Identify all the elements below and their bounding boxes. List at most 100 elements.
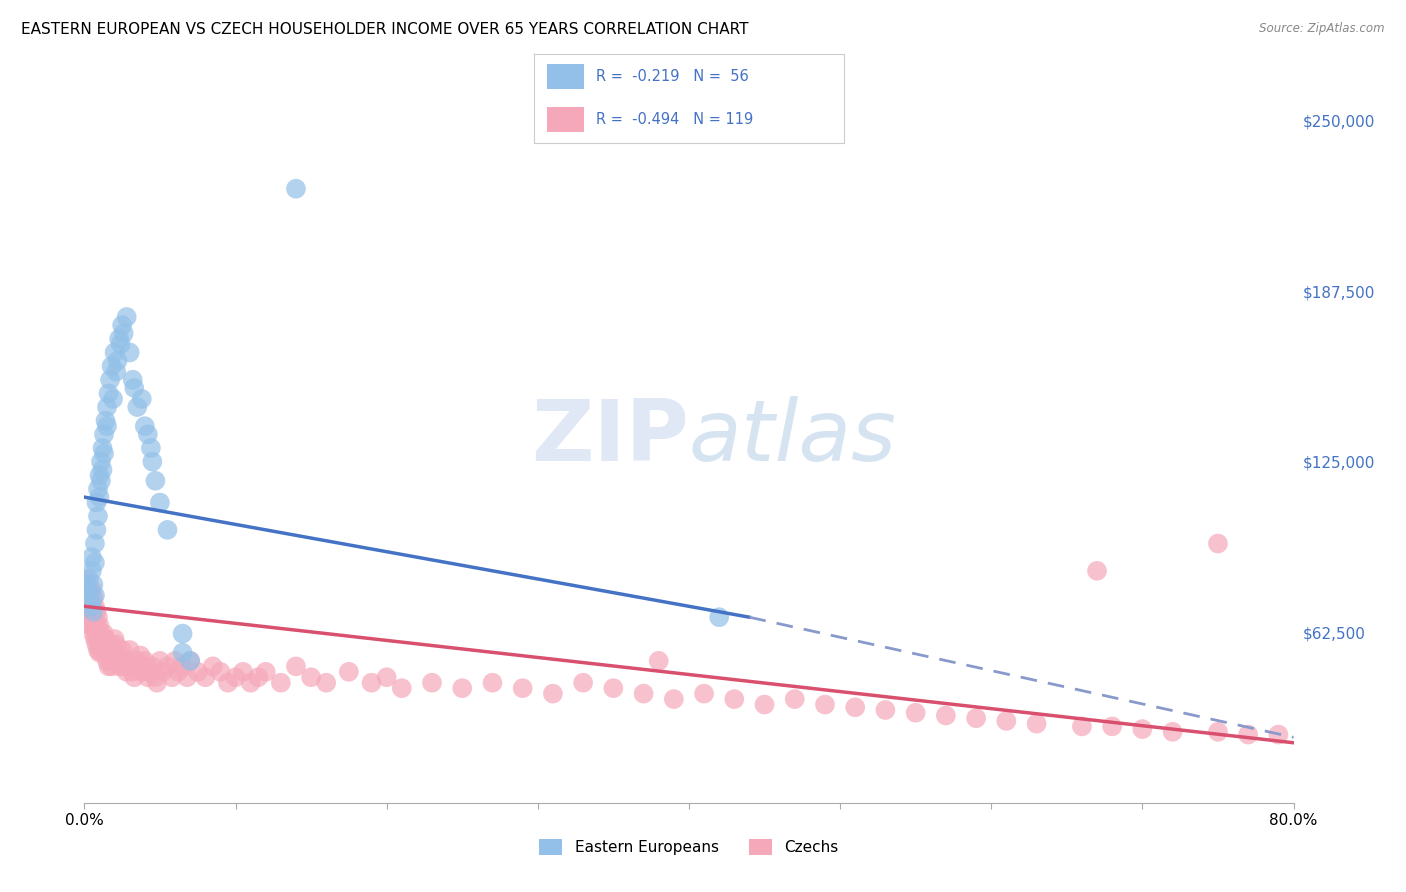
Point xyxy=(89,632,111,646)
Point xyxy=(121,373,143,387)
Point xyxy=(131,392,153,406)
Point xyxy=(77,572,100,586)
Point xyxy=(693,687,716,701)
Point xyxy=(1206,536,1229,550)
Point xyxy=(1025,716,1047,731)
Point xyxy=(96,419,118,434)
Point xyxy=(86,638,108,652)
Text: EASTERN EUROPEAN VS CZECH HOUSEHOLDER INCOME OVER 65 YEARS CORRELATION CHART: EASTERN EUROPEAN VS CZECH HOUSEHOLDER IN… xyxy=(21,22,748,37)
Point xyxy=(141,455,163,469)
Point xyxy=(541,687,564,701)
Point xyxy=(97,659,120,673)
Point xyxy=(270,675,292,690)
Point xyxy=(375,670,398,684)
Point xyxy=(105,365,128,379)
Point xyxy=(84,599,107,614)
Point xyxy=(602,681,624,695)
Point xyxy=(139,441,162,455)
Text: ZIP: ZIP xyxy=(531,395,689,479)
Point xyxy=(225,670,247,684)
Point xyxy=(512,681,534,695)
Point xyxy=(79,618,101,632)
Point xyxy=(84,632,107,646)
Point xyxy=(904,706,927,720)
Point xyxy=(165,654,187,668)
Point xyxy=(239,675,262,690)
Point xyxy=(75,582,97,597)
Point xyxy=(82,591,104,606)
Point xyxy=(209,665,232,679)
Point xyxy=(90,455,112,469)
Point xyxy=(80,564,103,578)
Point xyxy=(93,643,115,657)
Point xyxy=(111,318,134,333)
Point xyxy=(87,643,110,657)
Point xyxy=(89,618,111,632)
Point xyxy=(76,599,98,614)
Point xyxy=(80,618,103,632)
Point xyxy=(82,610,104,624)
Point xyxy=(84,588,107,602)
FancyBboxPatch shape xyxy=(547,64,583,89)
Point xyxy=(131,665,153,679)
Point xyxy=(107,353,129,368)
Point xyxy=(114,654,136,668)
Point xyxy=(167,665,190,679)
Point xyxy=(337,665,360,679)
Point xyxy=(96,400,118,414)
Point xyxy=(723,692,745,706)
Point xyxy=(91,632,114,646)
Point xyxy=(79,605,101,619)
Point xyxy=(149,654,172,668)
Point xyxy=(115,310,138,324)
Point xyxy=(844,700,866,714)
Point xyxy=(1206,724,1229,739)
Point xyxy=(451,681,474,695)
Point xyxy=(104,345,127,359)
Point xyxy=(995,714,1018,728)
Point xyxy=(94,414,117,428)
Point xyxy=(247,670,270,684)
Point xyxy=(217,675,239,690)
Point xyxy=(285,182,308,196)
Point xyxy=(420,675,443,690)
Point xyxy=(96,654,118,668)
Point xyxy=(709,610,731,624)
Point xyxy=(110,337,132,351)
Point xyxy=(80,582,103,597)
Point xyxy=(111,643,134,657)
Legend: Eastern Europeans, Czechs: Eastern Europeans, Czechs xyxy=(533,833,845,861)
Point xyxy=(93,626,115,640)
Point xyxy=(1085,564,1108,578)
Point xyxy=(79,588,101,602)
Point xyxy=(172,626,194,640)
Point xyxy=(118,345,141,359)
Point xyxy=(90,474,112,488)
Point xyxy=(127,400,149,414)
Point xyxy=(146,675,169,690)
Point xyxy=(176,670,198,684)
Point xyxy=(89,468,111,483)
Point xyxy=(97,386,120,401)
Point xyxy=(141,659,163,673)
Point xyxy=(86,605,108,619)
Point xyxy=(91,441,114,455)
Point xyxy=(84,618,107,632)
Point xyxy=(149,495,172,509)
Point xyxy=(875,703,897,717)
Text: Source: ZipAtlas.com: Source: ZipAtlas.com xyxy=(1260,22,1385,36)
Point xyxy=(572,675,595,690)
Point xyxy=(648,654,671,668)
Point xyxy=(90,626,112,640)
Point xyxy=(118,643,141,657)
Point xyxy=(91,646,114,660)
Point xyxy=(76,582,98,597)
Point xyxy=(89,646,111,660)
Point xyxy=(136,427,159,442)
Point xyxy=(101,646,124,660)
Point xyxy=(138,665,160,679)
Point xyxy=(96,638,118,652)
Point xyxy=(77,610,100,624)
Point xyxy=(187,665,209,679)
Point xyxy=(84,556,107,570)
